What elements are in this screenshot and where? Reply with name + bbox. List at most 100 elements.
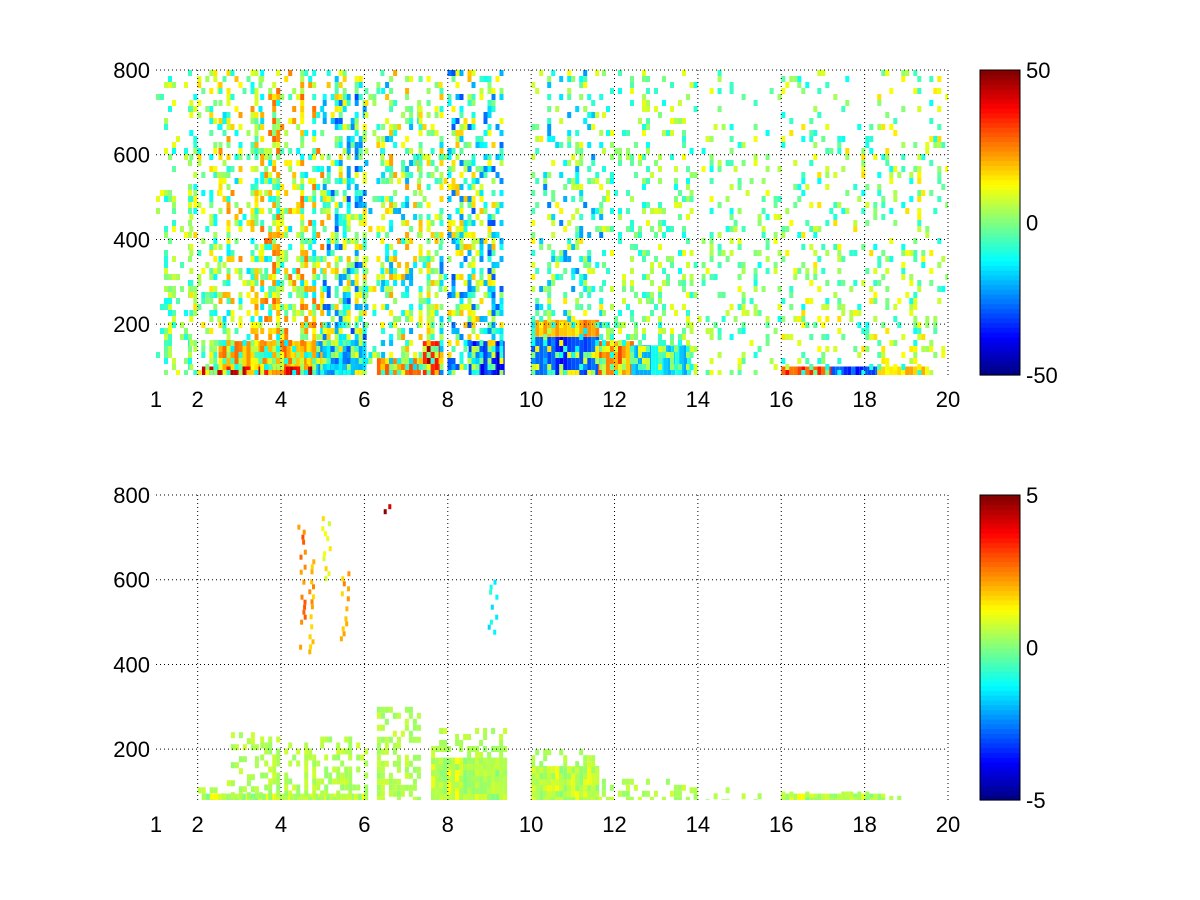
heatmap-cell (409, 274, 414, 280)
heatmap-cell (222, 196, 227, 202)
heatmap-cell (595, 779, 600, 786)
heatmap-cell (376, 274, 381, 280)
heatmap-cell (385, 250, 390, 256)
heatmap-cell (396, 742, 401, 749)
heatmap-cell (606, 268, 610, 274)
heatmap-cell (334, 232, 339, 238)
heatmap-cell (342, 238, 347, 244)
heatmap-cell (193, 232, 198, 238)
heatmap-cell (673, 790, 678, 797)
heatmap-cell (322, 118, 327, 124)
heatmap-cell (364, 358, 369, 364)
heatmap-streak-cell (341, 626, 345, 632)
heatmap-cell (413, 364, 418, 370)
heatmap-cell (825, 304, 830, 310)
heatmap-cell (439, 740, 444, 746)
heatmap-cell (430, 328, 435, 334)
heatmap-cell (226, 244, 231, 250)
heatmap-cell (567, 256, 572, 262)
heatmap-cell (230, 316, 235, 322)
heatmap-cell (380, 268, 385, 274)
heatmap-cell (418, 244, 423, 250)
heatmap-band-cell (867, 366, 872, 375)
colorbar-swatch (980, 74, 1020, 81)
heatmap-cell (238, 256, 243, 262)
heatmap-cell (845, 797, 850, 800)
heatmap-cell (713, 322, 718, 328)
heatmap-cell (326, 370, 331, 375)
heatmap-cell (551, 232, 556, 238)
heatmap-cell (312, 340, 317, 346)
heatmap-cell (213, 340, 218, 346)
heatmap-cell (413, 256, 418, 262)
heatmap-cell (543, 340, 548, 346)
heatmap-cell (292, 286, 297, 292)
heatmap-cell (392, 760, 397, 767)
heatmap-cell (793, 274, 798, 280)
heatmap-cell (849, 310, 854, 316)
heatmap-cell (471, 316, 476, 322)
heatmap-cell (334, 256, 339, 262)
heatmap-cell (673, 784, 678, 791)
heatmap-cell (662, 352, 666, 358)
heatmap-cell (638, 154, 642, 160)
heatmap-cell (602, 70, 606, 76)
heatmap-cell (658, 178, 662, 184)
heatmap-cell (487, 88, 492, 94)
heatmap-cell (312, 790, 317, 797)
heatmap-cell (773, 196, 778, 202)
heatmap-cell (250, 298, 255, 304)
heatmap-cell (226, 166, 231, 172)
heatmap-cell (591, 112, 596, 118)
heatmap-band-cell (217, 366, 222, 375)
heatmap-cell (439, 728, 444, 734)
heatmap-streak-cell (302, 609, 306, 615)
heatmap-cell (909, 250, 914, 256)
heatmap-cell (849, 250, 854, 256)
heatmap-cell (717, 250, 722, 256)
heatmap-cell (467, 776, 472, 782)
colorbar-swatch (980, 365, 1020, 371)
heatmap-streak-cell (308, 634, 312, 640)
heatmap-cell (817, 70, 822, 76)
heatmap-cell (356, 766, 361, 773)
heatmap-cell (238, 178, 243, 184)
heatmap-cell (881, 214, 886, 220)
heatmap-cell (322, 328, 327, 334)
heatmap-cell (614, 370, 618, 375)
heatmap-cell (559, 274, 564, 280)
heatmap-cell (326, 250, 331, 256)
heatmap-cell (226, 298, 231, 304)
heatmap-cell (260, 280, 265, 286)
heatmap-cell (487, 752, 492, 758)
heatmap-band-cell (843, 366, 848, 375)
heatmap-cell (358, 76, 363, 82)
heatmap-cell (264, 364, 269, 370)
heatmap-cell (334, 340, 339, 346)
heatmap-cell (312, 106, 317, 112)
heatmap-cell (328, 778, 333, 785)
heatmap-cell (430, 220, 435, 226)
heatmap-cell (226, 370, 231, 375)
heatmap-cell (805, 322, 810, 328)
heatmap-cell (483, 292, 488, 298)
heatmap-cell (156, 352, 160, 358)
heatmap-cell (350, 142, 355, 148)
heatmap-cell (250, 166, 255, 172)
heatmap-cell (487, 770, 492, 776)
heatmap-cell (571, 286, 576, 292)
heatmap-cell (551, 214, 556, 220)
heatmap-cell (630, 268, 634, 274)
heatmap-cell (491, 214, 496, 220)
heatmap-cell (459, 740, 464, 746)
heatmap-cell (693, 346, 698, 352)
heatmap-cell (893, 340, 898, 346)
heatmap-streak-cell (302, 539, 306, 545)
heatmap-cell (388, 706, 393, 713)
heatmap-cell (330, 346, 335, 352)
heatmap-cell (338, 340, 343, 346)
heatmap-cell (487, 226, 492, 232)
heatmap-cell (587, 124, 592, 130)
heatmap-cell (487, 76, 492, 82)
heatmap-cell (312, 94, 317, 100)
